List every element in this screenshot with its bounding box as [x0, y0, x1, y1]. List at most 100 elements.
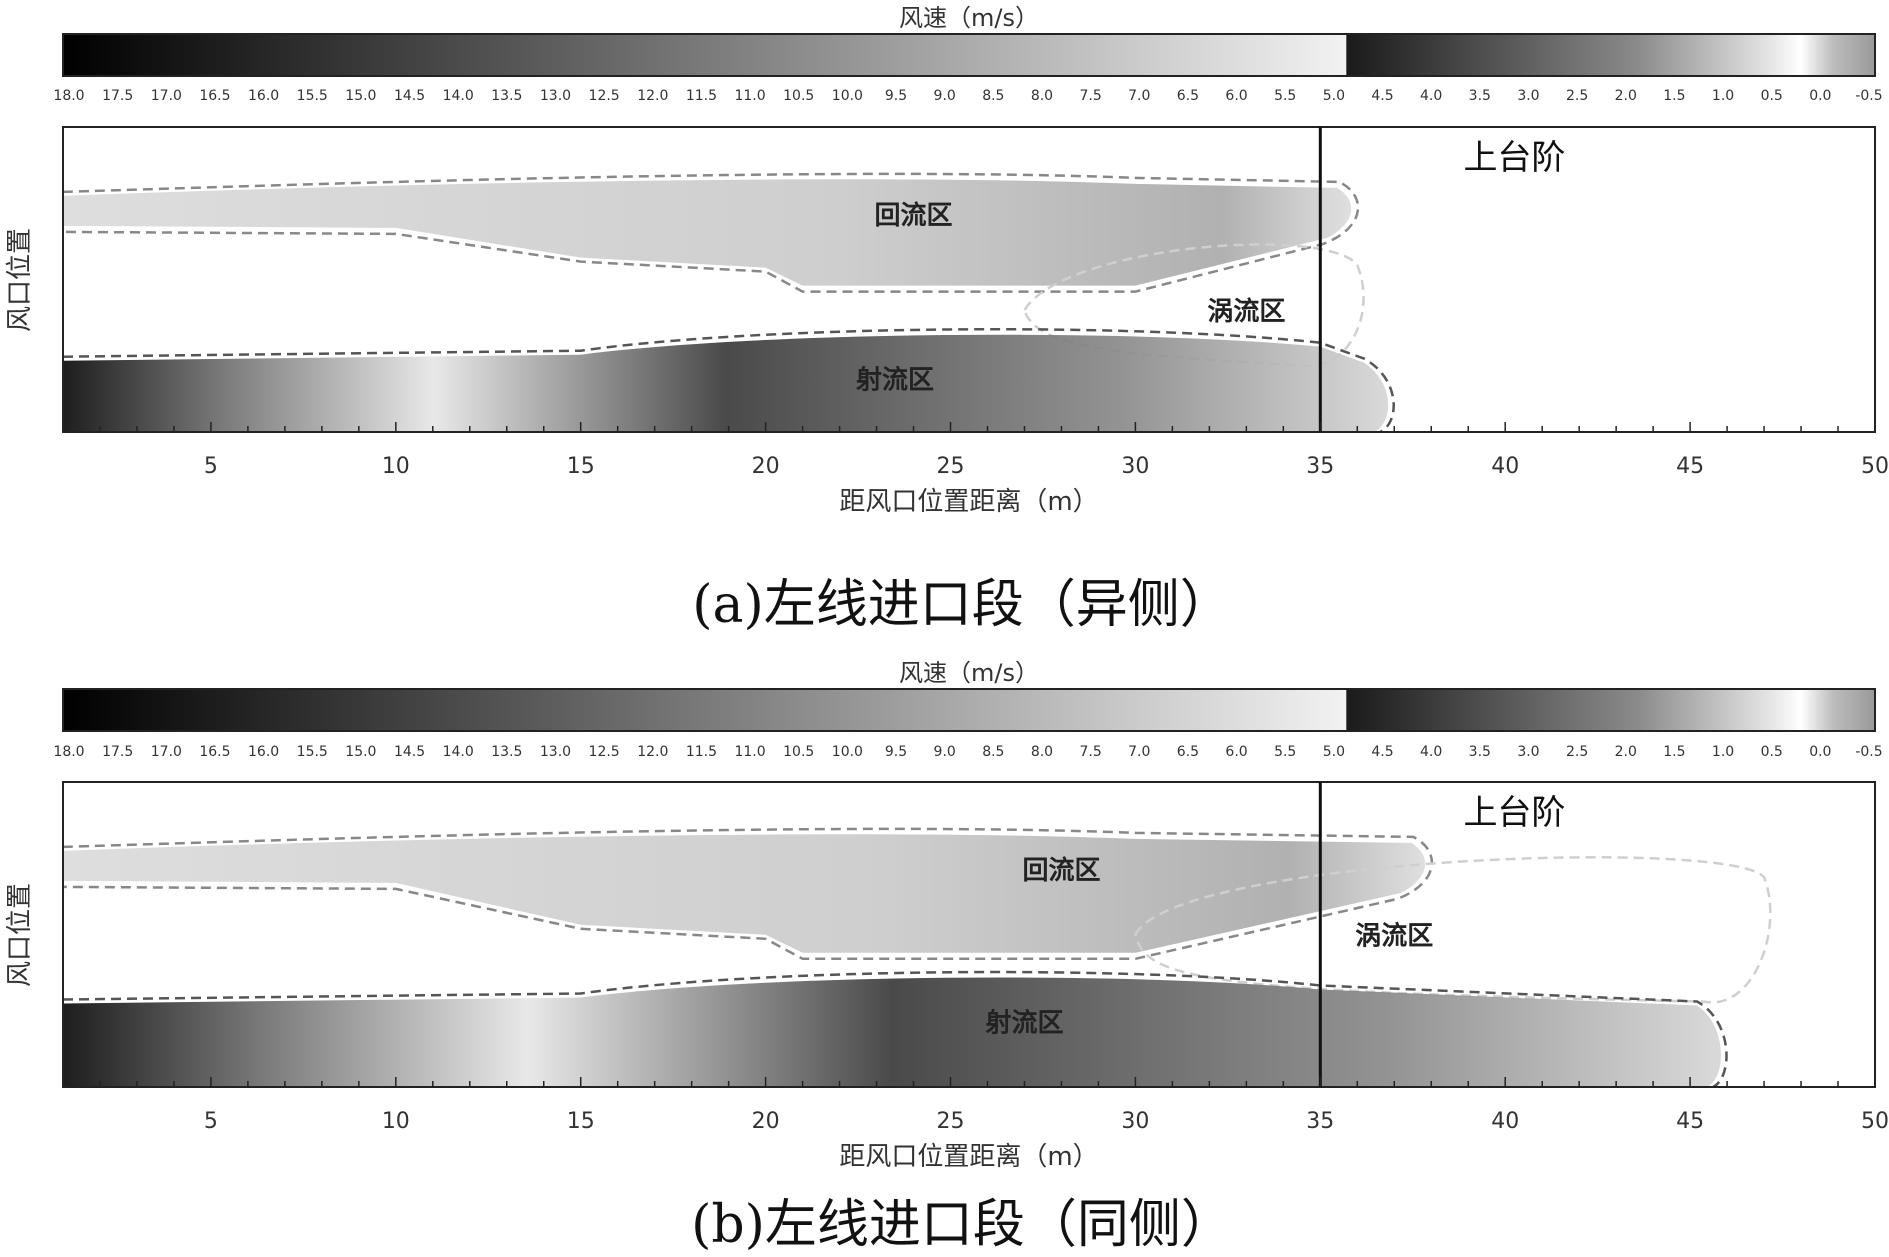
- colorbar-tick-label: 3.0: [1517, 88, 1539, 104]
- colorbar-tick-label: 11.0: [734, 88, 765, 104]
- x-axis-label: 距风口位置距离（m）: [839, 1142, 1098, 1172]
- colorbar-tick-label: 2.5: [1566, 744, 1588, 760]
- colorbar-tick-label: 5.0: [1323, 88, 1345, 104]
- backflow-zone-fill: [63, 179, 1352, 286]
- colorbar-tick-label: 1.0: [1712, 88, 1734, 104]
- colorbar-tick-label: 16.5: [199, 88, 230, 104]
- colorbar-tick-label: 9.0: [934, 88, 956, 104]
- backflow-zone-boundary: [62, 172, 1360, 293]
- colorbar-tick-label: 4.5: [1371, 744, 1393, 760]
- colorbar-title: 风速（m/s）: [899, 4, 1039, 32]
- colorbar-tick-label: 17.5: [102, 88, 133, 104]
- vortex-zone-label: 涡流区: [1207, 297, 1285, 327]
- x-tick-label: 35: [1306, 1109, 1334, 1134]
- x-tick-label: 50: [1861, 1109, 1889, 1134]
- vortex-zone-label: 涡流区: [1355, 922, 1433, 952]
- colorbar-tick-label: 16.0: [248, 88, 279, 104]
- colorbar-tick-label: 17.5: [102, 744, 133, 760]
- jet-zone-label: 射流区: [984, 1009, 1063, 1039]
- colorbar-tick-label: 3.0: [1517, 744, 1539, 760]
- y-axis-label: 风口位置: [5, 228, 35, 332]
- colorbar-tick-label: 9.5: [885, 744, 907, 760]
- colorbar-tick-label: 3.5: [1469, 744, 1491, 760]
- colorbar-tick-label: 4.5: [1371, 88, 1393, 104]
- colorbar-tick-label: 14.5: [394, 88, 425, 104]
- colorbar-tick-label: 13.0: [540, 88, 571, 104]
- backflow-zone-label: 回流区: [1022, 856, 1100, 886]
- colorbar-tick-label: 1.0: [1712, 744, 1734, 760]
- colorbar-tick-label: 13.5: [491, 88, 522, 104]
- x-tick-label: 10: [382, 1109, 410, 1134]
- colorbar-tick-label: 1.5: [1663, 88, 1685, 104]
- x-tick-label: 5: [204, 1109, 218, 1134]
- colorbar-tick-label: 15.0: [345, 88, 376, 104]
- backflow-zone-boundary: [62, 827, 1434, 961]
- colorbar-tick-label: 8.0: [1031, 744, 1053, 760]
- colorbar-tick-label: 8.5: [982, 88, 1004, 104]
- panel-caption: (b)左线进口段（同侧）: [691, 1195, 1233, 1255]
- x-tick-label: 40: [1491, 454, 1519, 479]
- jet-zone-label: 射流区: [855, 366, 934, 396]
- colorbar-tick-label: 7.0: [1128, 744, 1150, 760]
- colorbar-tick-label: 1.5: [1663, 744, 1685, 760]
- colorbar-tick-label: 5.5: [1274, 744, 1296, 760]
- y-axis-label: 风口位置: [5, 883, 35, 987]
- colorbar-tick-label: 10.5: [783, 744, 814, 760]
- colorbar-tick-label: 14.5: [394, 744, 425, 760]
- x-tick-label: 5: [204, 454, 218, 479]
- colorbar-tick-label: 2.5: [1566, 88, 1588, 104]
- colorbar-tick-label: 13.5: [491, 744, 522, 760]
- colorbar-tick-label: 17.0: [151, 88, 182, 104]
- colorbar-tick-label: 7.5: [1079, 88, 1101, 104]
- panel-b: 风速（m/s） 18.0 17.5 17.0 16.5 16.0 15.5 15.0 14.5 1…: [5, 659, 1889, 1255]
- colorbar-tick-label: 15.0: [345, 744, 376, 760]
- colorbar-tick-label: 4.0: [1420, 744, 1442, 760]
- colorbar-low-segment: [1346, 689, 1875, 731]
- backflow-zone-label: 回流区: [875, 201, 953, 231]
- colorbar-frame: [62, 688, 1876, 732]
- colorbar-tick-label: 3.5: [1469, 88, 1491, 104]
- x-tick-label: 30: [1121, 454, 1149, 479]
- colorbar-tick-label: 13.0: [540, 744, 571, 760]
- jet-zone-fill: [63, 977, 1722, 1087]
- colorbar-tick-label: 6.0: [1225, 744, 1247, 760]
- plot-frame: [62, 126, 1876, 433]
- colorbar-tick-label: 5.5: [1274, 88, 1296, 104]
- colorbar-tick-label: 12.0: [637, 88, 668, 104]
- colorbar-tick-label: 14.0: [443, 88, 474, 104]
- x-tick-label: 15: [567, 1109, 595, 1134]
- colorbar-tick-label: -0.5: [1855, 88, 1882, 104]
- colorbar-tick-label: 12.5: [589, 744, 620, 760]
- jet-zone-boundary: [62, 970, 1728, 1089]
- colorbar-tick-label: 15.5: [297, 88, 328, 104]
- colorbar-tick-label: 17.0: [151, 744, 182, 760]
- jet-zone-boundary: [62, 328, 1395, 434]
- colorbar-tick-label: 9.5: [885, 88, 907, 104]
- colorbar-tick-label: 10.0: [832, 744, 863, 760]
- colorbar-tick-label: 11.5: [686, 88, 717, 104]
- colorbar-tick-label: 2.0: [1615, 88, 1637, 104]
- colorbar-tick-label: 16.0: [248, 744, 279, 760]
- colorbar-tick-label: 7.5: [1079, 744, 1101, 760]
- colorbar-tick-label: 12.5: [589, 88, 620, 104]
- x-tick-label: 40: [1491, 1109, 1519, 1134]
- colorbar-tick-label: 11.5: [686, 744, 717, 760]
- colorbar-tick-label: 10.0: [832, 88, 863, 104]
- bench-label: 上台阶: [1463, 138, 1565, 178]
- bench-label: 上台阶: [1463, 793, 1565, 833]
- x-tick-label: 45: [1676, 454, 1704, 479]
- colorbar-tick-label: 7.0: [1128, 88, 1150, 104]
- colorbar-low-segment: [1346, 34, 1875, 76]
- colorbar-tick-label: -0.5: [1855, 744, 1882, 760]
- colorbar-tick-label: 9.0: [934, 744, 956, 760]
- colorbar-tick-label: 2.0: [1615, 744, 1637, 760]
- panel-a: 风速（m/s） 18.0 17.5 17.0 16.5 16.0 15.5 15.0 14.5 1…: [5, 4, 1889, 635]
- plot-frame: [62, 781, 1876, 1088]
- x-tick-label: 50: [1861, 454, 1889, 479]
- colorbar-tick-label: 0.5: [1761, 744, 1783, 760]
- colorbar-tick-label: 11.0: [734, 744, 765, 760]
- x-axis-label: 距风口位置距离（m）: [839, 487, 1098, 517]
- colorbar-tick-label: 6.5: [1177, 744, 1199, 760]
- x-tick-label: 15: [567, 454, 595, 479]
- colorbar-tick-label: 5.0: [1323, 744, 1345, 760]
